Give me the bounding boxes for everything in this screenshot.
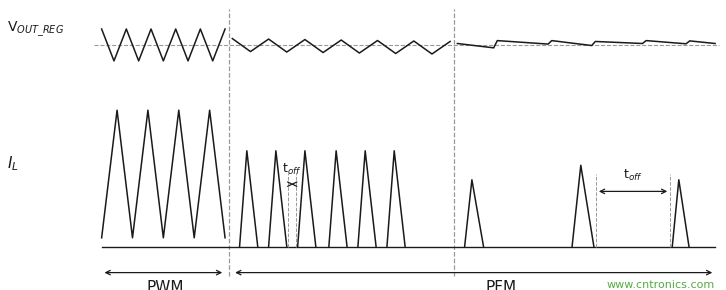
Text: PFM: PFM: [486, 280, 516, 290]
Text: www.cntronics.com: www.cntronics.com: [607, 280, 715, 290]
Text: I$_L$: I$_L$: [7, 155, 19, 173]
Text: V$_{OUT\_REG}$: V$_{OUT\_REG}$: [7, 20, 65, 39]
Text: t$_{off}$: t$_{off}$: [623, 168, 643, 183]
Text: t$_{off}$: t$_{off}$: [282, 162, 302, 177]
Text: PWM: PWM: [147, 280, 184, 290]
